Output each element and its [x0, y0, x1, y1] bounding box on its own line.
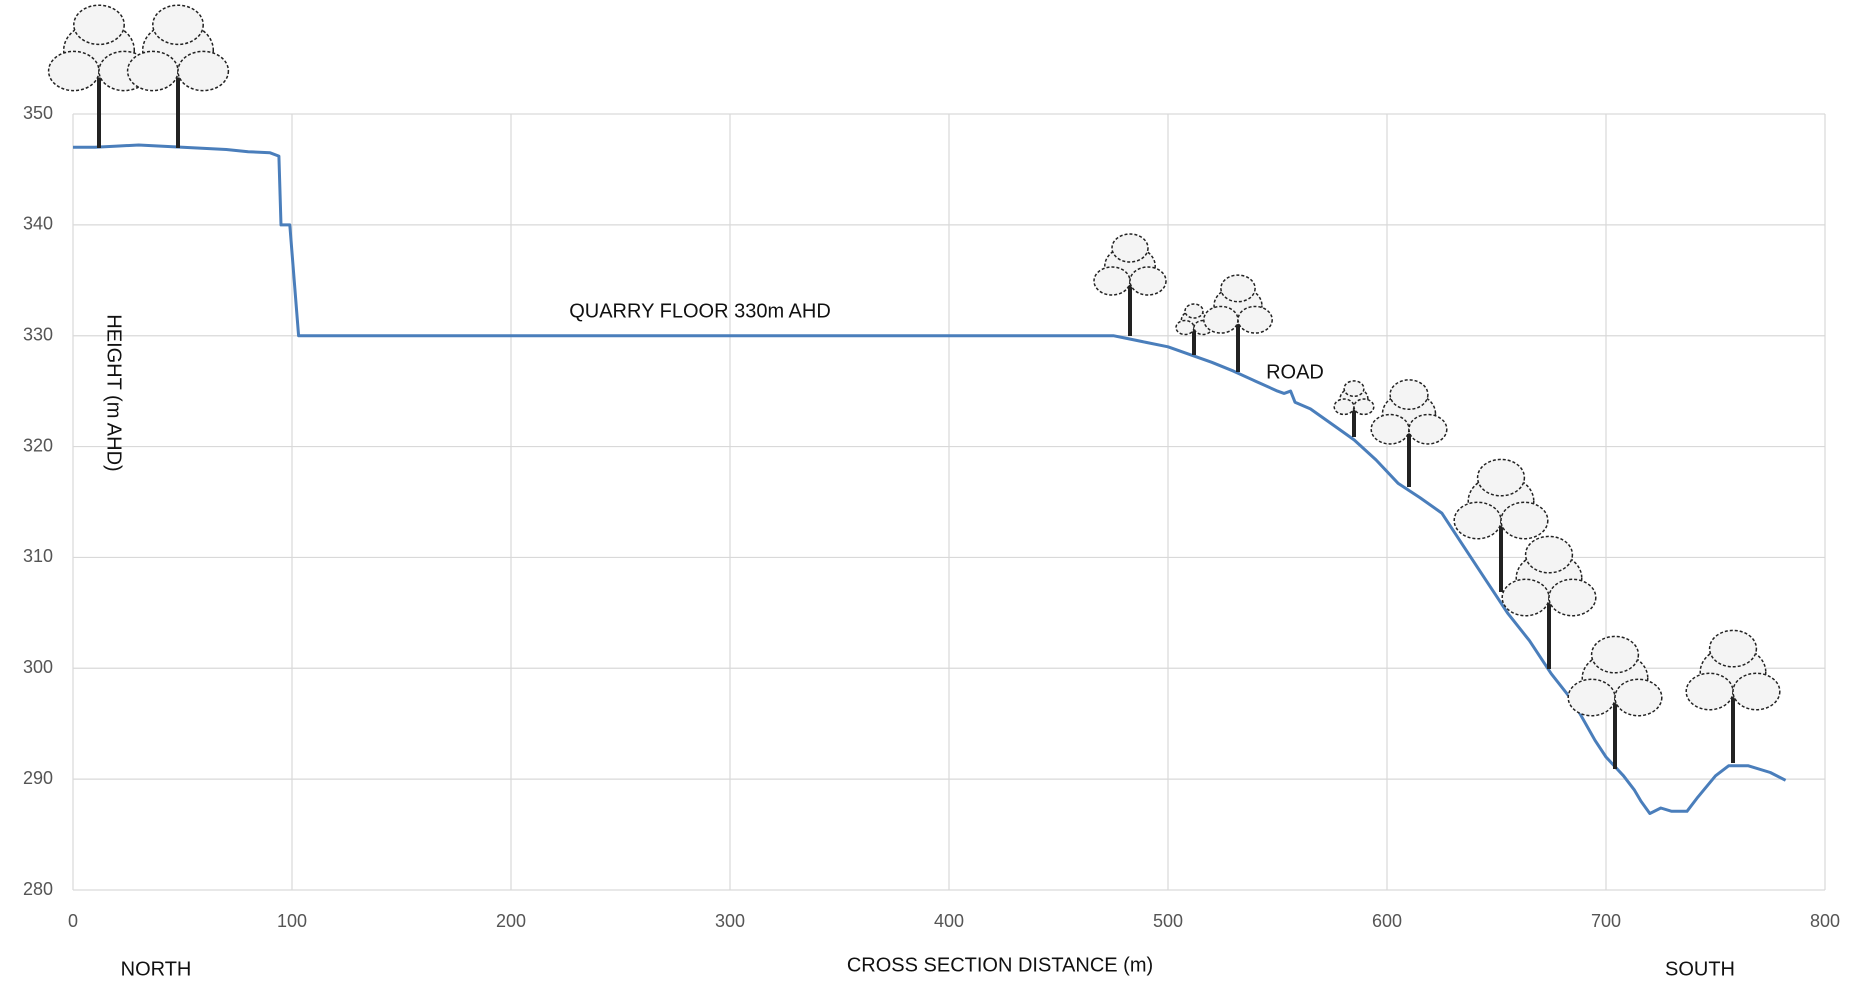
tree-canopy	[1592, 636, 1639, 672]
tree-canopy	[1390, 380, 1428, 409]
annotation: SOUTH	[1665, 958, 1735, 980]
y-tick-label: 340	[23, 214, 53, 234]
tree-canopy	[1130, 267, 1166, 295]
tree-canopy	[1185, 304, 1203, 318]
tree-canopy	[1221, 275, 1255, 302]
x-tick-label: 100	[277, 911, 307, 931]
y-tick-label: 330	[23, 324, 53, 344]
tree-canopy	[1478, 459, 1525, 495]
tree	[1371, 380, 1447, 487]
tree	[1686, 630, 1780, 763]
plot: 280 290 300 310 320 330 340 350 0 100 200 300 400 500…	[23, 103, 1840, 931]
x-tick-label: 600	[1372, 911, 1402, 931]
tree-canopy	[1549, 579, 1596, 615]
tree-canopy	[1615, 679, 1662, 715]
tree	[128, 5, 229, 148]
tree-canopy	[1686, 673, 1733, 709]
tree-canopy	[1501, 502, 1548, 538]
chart: 280 290 300 310 320 330 340 350 0 100 200 300 400 500…	[0, 0, 1858, 982]
annotation: QUARRY FLOOR 330m AHD	[569, 300, 831, 322]
tree-canopy	[1238, 306, 1272, 333]
y-tick-label: 290	[23, 768, 53, 788]
tree	[1568, 636, 1662, 769]
x-tick-label: 800	[1810, 911, 1840, 931]
y-tick-label: 310	[23, 546, 53, 566]
x-tick-label: 400	[934, 911, 964, 931]
tree-canopy	[1710, 630, 1757, 666]
tree-canopy	[1733, 673, 1780, 709]
y-tick-label: 280	[23, 879, 53, 899]
x-tick-label: 500	[1153, 911, 1183, 931]
tree-canopy	[1502, 579, 1549, 615]
x-tick-label: 300	[715, 911, 745, 931]
tree-canopy	[1204, 306, 1238, 333]
tree-canopy	[1409, 415, 1447, 444]
x-tick-label: 0	[68, 911, 78, 931]
x-tick-label: 700	[1591, 911, 1621, 931]
x-tick-label: 200	[496, 911, 526, 931]
tree-canopy	[1344, 381, 1364, 396]
y-tick-label: 350	[23, 103, 53, 123]
tree-canopy	[74, 5, 124, 44]
y-tick-label: 320	[23, 435, 53, 455]
tree	[1502, 536, 1596, 669]
tree-canopy	[1354, 399, 1374, 414]
tree-canopy	[178, 51, 228, 90]
tree-canopy	[1454, 502, 1501, 538]
tree-illustrations	[49, 5, 1780, 769]
tree-canopy	[1094, 267, 1130, 295]
tree-canopy	[1176, 321, 1194, 335]
tree-canopy	[49, 51, 99, 90]
tree	[1204, 275, 1272, 372]
x-axis-label: CROSS SECTION DISTANCE (m)	[847, 954, 1153, 976]
tree	[1094, 234, 1166, 336]
tree-canopy	[1112, 234, 1148, 262]
tree-canopy	[1334, 399, 1354, 414]
annotation: ROAD	[1266, 361, 1324, 383]
y-tick-label: 300	[23, 657, 53, 677]
tree-canopy	[1526, 536, 1573, 572]
tree-canopy	[128, 51, 178, 90]
tree-canopy	[153, 5, 203, 44]
annotation: NORTH	[121, 958, 192, 980]
tree-canopy	[1568, 679, 1615, 715]
y-axis-label: HEIGHT (m AHD)	[103, 314, 125, 471]
tree-canopy	[1371, 415, 1409, 444]
profile-line	[73, 145, 1786, 814]
